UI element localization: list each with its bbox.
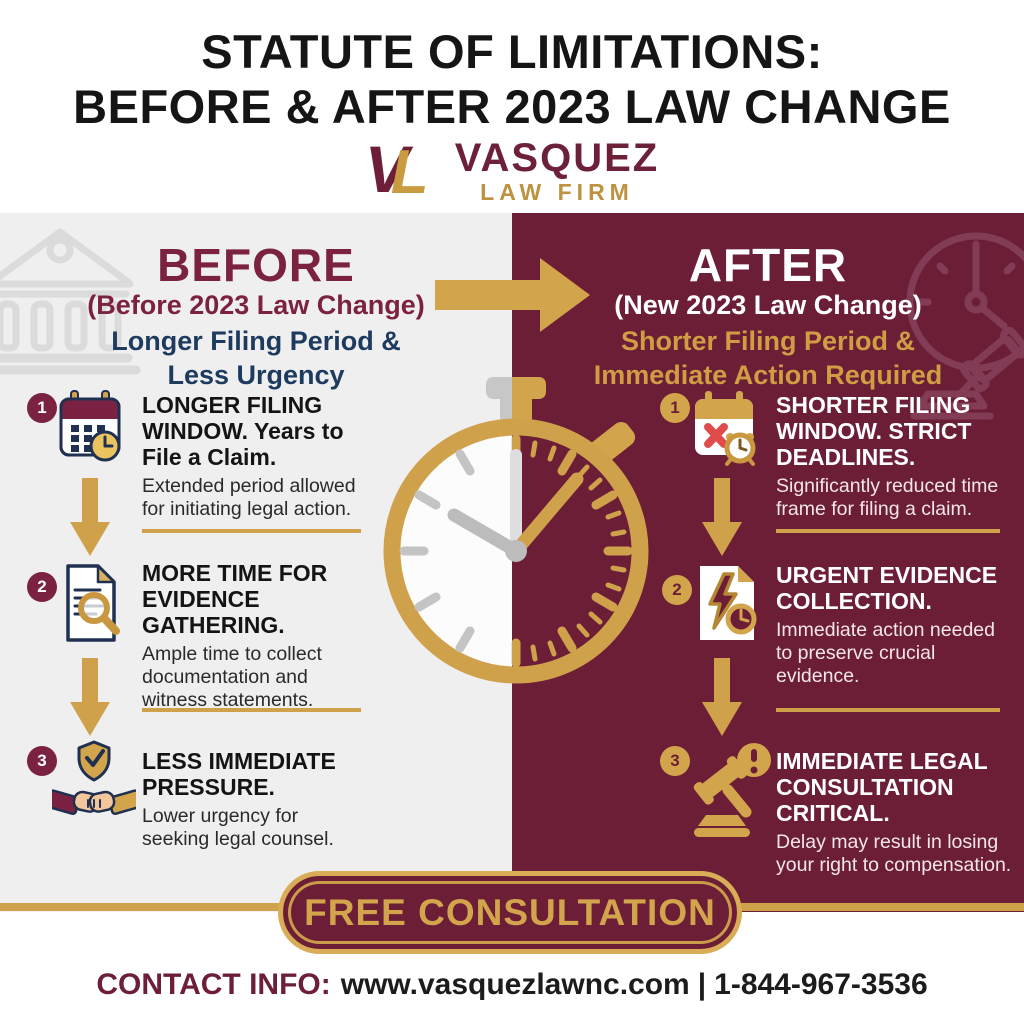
website: www.vasquezlawnc.com — [340, 968, 690, 1001]
divider — [142, 529, 361, 533]
before-item-3-description: Lower urgency for seeking legal counsel. — [142, 805, 334, 850]
before-item-2-description: Ample time to collect documentation and … — [142, 643, 322, 711]
after-item-2-title: URGENT EVIDENCE COLLECTION. — [776, 562, 998, 614]
before-tagline: Longer Filing Period & Less Urgency — [111, 326, 401, 390]
after-item-1-title: SHORTER FILING WINDOW. STRICT DEADLINES. — [776, 392, 972, 470]
shield-handshake-icon — [52, 740, 136, 816]
arrow-down-icon — [70, 478, 110, 556]
firm-tagline: LAW FIRM — [480, 179, 634, 205]
divider — [776, 708, 1000, 712]
arrow-down-icon — [702, 658, 742, 736]
vl-monogram-icon: V L — [365, 136, 443, 206]
after-item-2: URGENT EVIDENCE COLLECTION. Immediate ac… — [776, 562, 1008, 688]
firm-name: VASQUEZ — [454, 136, 660, 180]
before-item-1-description: Extended period allowed for initiating l… — [142, 475, 356, 520]
firm-logo: V L VASQUEZ LAW FIRM — [0, 136, 1024, 206]
stopwatch-icon — [383, 377, 649, 684]
before-item-3: LESS IMMEDIATE PRESSURE. Lower urgency f… — [142, 748, 364, 851]
arrow-right-icon — [435, 258, 590, 332]
before-item-3-title: LESS IMMEDIATE PRESSURE. — [142, 748, 336, 800]
divider — [776, 529, 1000, 533]
before-item-1: LONGER FILING WINDOW. Years to File a Cl… — [142, 392, 364, 521]
gavel-exclamation-icon — [693, 743, 771, 837]
document-bolt-clock-icon — [700, 566, 757, 640]
page-title-line2: BEFORE & AFTER 2023 LAW CHANGE — [73, 80, 951, 133]
free-consultation-label: FREE CONSULTATION — [304, 891, 716, 933]
after-item-1: SHORTER FILING WINDOW. STRICT DEADLINES.… — [776, 392, 1008, 521]
arrow-down-icon — [70, 658, 110, 736]
separator: | — [697, 968, 707, 1001]
divider — [142, 708, 361, 712]
before-item-1-title: LONGER FILING WINDOW. Years to File a Cl… — [142, 392, 344, 470]
after-column — [512, 213, 1024, 912]
contact-info: CONTACT INFO: www.vasquezlawnc.com | 1-844-… — [0, 968, 1024, 1002]
before-item-2: MORE TIME FOR EVIDENCE GATHERING. Ample … — [142, 560, 364, 712]
after-item-3: IMMEDIATE LEGAL CONSULTATION CRITICAL. D… — [776, 748, 1014, 877]
before-item-2-title: MORE TIME FOR EVIDENCE GATHERING. — [142, 560, 328, 638]
document-magnifier-icon — [66, 564, 120, 642]
before-item-3-number: 3 — [27, 746, 57, 776]
after-item-3-description: Delay may result in losing your right to… — [776, 831, 1012, 876]
after-tagline: Shorter Filing Period & Immediate Action… — [593, 326, 943, 390]
before-item-2-number: 2 — [27, 572, 57, 602]
before-item-1-number: 1 — [27, 393, 57, 423]
free-consultation-button[interactable]: FREE CONSULTATION — [278, 871, 742, 954]
page-title-line1: STATUTE OF LIMITATIONS: — [201, 25, 823, 78]
after-item-1-description: Significantly reduced time frame for fil… — [776, 475, 999, 520]
contact-label: CONTACT INFO: — [96, 968, 331, 1001]
clock-gavel-icon — [906, 232, 1024, 420]
after-item-1-number: 1 — [660, 393, 690, 423]
calendar-x-alarm-icon — [695, 391, 756, 466]
monogram-v: V — [364, 132, 409, 206]
after-item-2-description: Immediate action needed to preserve cruc… — [776, 619, 995, 687]
phone-number: 1-844-967-3536 — [714, 968, 928, 1001]
monogram-l: L — [390, 138, 429, 207]
before-subheading: (Before 2023 Law Change) — [87, 290, 425, 320]
before-heading: BEFORE — [157, 239, 355, 291]
after-item-3-number: 3 — [660, 746, 690, 776]
after-item-2-number: 2 — [662, 575, 692, 605]
after-subheading: (New 2023 Law Change) — [614, 290, 922, 320]
courthouse-icon — [0, 228, 141, 375]
calendar-clock-icon — [59, 390, 121, 462]
arrow-down-icon — [702, 478, 742, 556]
after-heading: AFTER — [688, 239, 848, 291]
page-title: STATUTE OF LIMITATIONS: BEFORE & AFTER 2… — [0, 24, 1024, 134]
after-item-3-title: IMMEDIATE LEGAL CONSULTATION CRITICAL. — [776, 748, 988, 826]
